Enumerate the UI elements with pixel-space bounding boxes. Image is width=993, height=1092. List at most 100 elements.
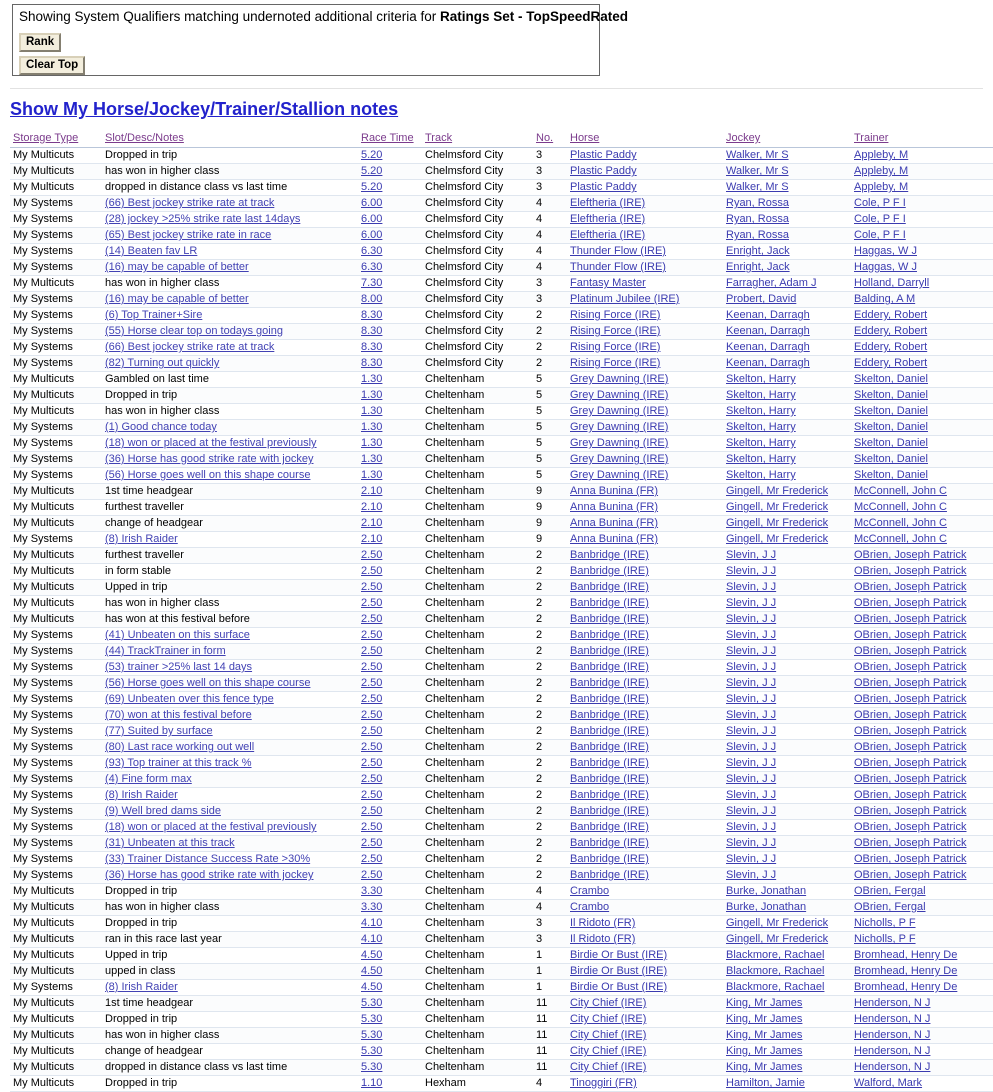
cell-trainer-link[interactable]: OBrien, Joseph Patrick [854, 581, 967, 593]
cell-trainer[interactable]: OBrien, Joseph Patrick [851, 803, 993, 820]
cell-jockey[interactable]: Slevin, J J [723, 547, 851, 564]
cell-jockey-link[interactable]: Gingell, Mr Frederick [726, 917, 829, 929]
cell-trainer[interactable]: Haggas, W J [851, 243, 993, 260]
cell-trainer[interactable]: OBrien, Joseph Patrick [851, 723, 993, 740]
cell-slot-desc[interactable]: (44) TrackTrainer in form [102, 643, 358, 660]
cell-horse-link[interactable]: Anna Bunina (FR) [570, 517, 659, 529]
cell-horse[interactable]: Eleftheria (IRE) [567, 211, 723, 228]
cell-race-time[interactable]: 2.50 [358, 611, 422, 628]
cell-race-time[interactable]: 3.30 [358, 899, 422, 916]
cell-jockey-link[interactable]: Slevin, J J [726, 549, 777, 561]
cell-jockey-link[interactable]: King, Mr James [726, 1013, 803, 1025]
cell-slot-desc[interactable]: (1) Good chance today [102, 419, 358, 436]
cell-horse-link[interactable]: Crambo [570, 885, 610, 897]
cell-race-time[interactable]: 8.30 [358, 339, 422, 356]
cell-race-time[interactable]: 5.30 [358, 1011, 422, 1028]
cell-jockey[interactable]: Walker, Mr S [723, 163, 851, 180]
cell-slot-desc-link[interactable]: (82) Turning out quickly [105, 357, 220, 369]
cell-jockey-link[interactable]: Blackmore, Rachael [726, 965, 825, 977]
cell-jockey-link[interactable]: Enright, Jack [726, 261, 790, 273]
cell-horse-link[interactable]: Banbridge (IRE) [570, 821, 649, 833]
cell-jockey[interactable]: Slevin, J J [723, 563, 851, 580]
cell-jockey[interactable]: King, Mr James [723, 1059, 851, 1076]
cell-horse[interactable]: Plastic Paddy [567, 147, 723, 164]
cell-slot-desc[interactable]: (8) Irish Raider [102, 531, 358, 548]
cell-slot-desc[interactable]: (4) Fine form max [102, 771, 358, 788]
cell-horse-link[interactable]: Banbridge (IRE) [570, 677, 649, 689]
cell-trainer[interactable]: Walford, Mark [851, 1075, 993, 1092]
cell-horse-link[interactable]: Birdie Or Bust (IRE) [570, 965, 668, 977]
cell-horse-link[interactable]: Banbridge (IRE) [570, 661, 649, 673]
cell-horse-link[interactable]: Grey Dawning (IRE) [570, 469, 669, 481]
cell-trainer[interactable]: Eddery, Robert [851, 323, 993, 340]
cell-horse[interactable]: Banbridge (IRE) [567, 579, 723, 596]
cell-slot-desc-link[interactable]: (65) Best jockey strike rate in race [105, 229, 272, 241]
cell-horse-link[interactable]: Banbridge (IRE) [570, 741, 649, 753]
cell-jockey[interactable]: Keenan, Darragh [723, 323, 851, 340]
cell-trainer[interactable]: McConnell, John C [851, 499, 993, 516]
cell-jockey[interactable]: Burke, Jonathan [723, 883, 851, 900]
cell-race-time[interactable]: 1.30 [358, 419, 422, 436]
cell-race-time[interactable]: 3.30 [358, 883, 422, 900]
cell-race-time[interactable]: 1.30 [358, 387, 422, 404]
cell-jockey[interactable]: Slevin, J J [723, 819, 851, 836]
cell-trainer-link[interactable]: OBrien, Joseph Patrick [854, 565, 967, 577]
cell-jockey-link[interactable]: King, Mr James [726, 1045, 803, 1057]
cell-horse[interactable]: Rising Force (IRE) [567, 307, 723, 324]
cell-race-time[interactable]: 2.50 [358, 595, 422, 612]
cell-jockey[interactable]: Gingell, Mr Frederick [723, 915, 851, 932]
cell-trainer-link[interactable]: Appleby, M [854, 149, 909, 161]
cell-race-time[interactable]: 2.10 [358, 515, 422, 532]
cell-race-time-link[interactable]: 1.30 [361, 469, 383, 481]
cell-race-time-link[interactable]: 2.50 [361, 869, 383, 881]
cell-jockey[interactable]: Blackmore, Rachael [723, 947, 851, 964]
cell-slot-desc[interactable]: (31) Unbeaten at this track [102, 835, 358, 852]
cell-race-time[interactable]: 6.00 [358, 195, 422, 212]
cell-jockey[interactable]: Gingell, Mr Frederick [723, 931, 851, 948]
cell-jockey-link[interactable]: Walker, Mr S [726, 165, 789, 177]
cell-trainer-link[interactable]: Bromhead, Henry De [854, 965, 958, 977]
cell-slot-desc-link[interactable]: (16) may be capable of better [105, 293, 249, 305]
cell-race-time-link[interactable]: 2.10 [361, 517, 383, 529]
cell-slot-desc-link[interactable]: (70) won at this festival before [105, 709, 252, 721]
cell-race-time-link[interactable]: 2.50 [361, 853, 383, 865]
cell-jockey[interactable]: Skelton, Harry [723, 371, 851, 388]
cell-trainer-link[interactable]: OBrien, Joseph Patrick [854, 597, 967, 609]
cell-race-time[interactable]: 2.50 [358, 851, 422, 868]
cell-horse[interactable]: Banbridge (IRE) [567, 611, 723, 628]
cell-slot-desc[interactable]: (70) won at this festival before [102, 707, 358, 724]
cell-horse-link[interactable]: Birdie Or Bust (IRE) [570, 981, 668, 993]
cell-jockey-link[interactable]: Slevin, J J [726, 837, 777, 849]
cell-race-time-link[interactable]: 6.00 [361, 197, 383, 209]
cell-slot-desc[interactable]: (36) Horse has good strike rate with joc… [102, 867, 358, 884]
cell-horse-link[interactable]: Banbridge (IRE) [570, 565, 649, 577]
cell-jockey[interactable]: Slevin, J J [723, 739, 851, 756]
show-notes-link[interactable]: Show My Horse/Jockey/Trainer/Stallion no… [10, 99, 399, 119]
cell-race-time-link[interactable]: 2.50 [361, 661, 383, 673]
cell-race-time-link[interactable]: 2.50 [361, 837, 383, 849]
cell-horse[interactable]: Thunder Flow (IRE) [567, 259, 723, 276]
cell-race-time[interactable]: 5.30 [358, 995, 422, 1012]
cell-jockey-link[interactable]: Probert, David [726, 293, 797, 305]
cell-jockey[interactable]: Slevin, J J [723, 691, 851, 708]
cell-jockey[interactable]: Keenan, Darragh [723, 307, 851, 324]
cell-horse[interactable]: Banbridge (IRE) [567, 707, 723, 724]
cell-race-time[interactable]: 2.50 [358, 675, 422, 692]
cell-trainer-link[interactable]: Skelton, Daniel [854, 389, 928, 401]
cell-slot-desc-link[interactable]: (18) won or placed at the festival previ… [105, 437, 317, 449]
cell-race-time-link[interactable]: 2.50 [361, 805, 383, 817]
cell-horse[interactable]: Banbridge (IRE) [567, 723, 723, 740]
cell-horse[interactable]: Grey Dawning (IRE) [567, 419, 723, 436]
cell-trainer-link[interactable]: Cole, P F I [854, 213, 906, 225]
cell-race-time[interactable]: 8.00 [358, 291, 422, 308]
cell-trainer[interactable]: McConnell, John C [851, 483, 993, 500]
cell-race-time[interactable]: 1.30 [358, 451, 422, 468]
cell-slot-desc-link[interactable]: (69) Unbeaten over this fence type [105, 693, 274, 705]
cell-jockey-link[interactable]: Ryan, Rossa [726, 213, 789, 225]
cell-race-time[interactable]: 1.30 [358, 467, 422, 484]
cell-jockey-link[interactable]: Burke, Jonathan [726, 901, 807, 913]
cell-horse-link[interactable]: City Chief (IRE) [570, 1013, 647, 1025]
sort-storage-type-link[interactable]: Storage Type [13, 132, 79, 144]
cell-jockey[interactable]: Slevin, J J [723, 627, 851, 644]
cell-race-time[interactable]: 6.00 [358, 211, 422, 228]
